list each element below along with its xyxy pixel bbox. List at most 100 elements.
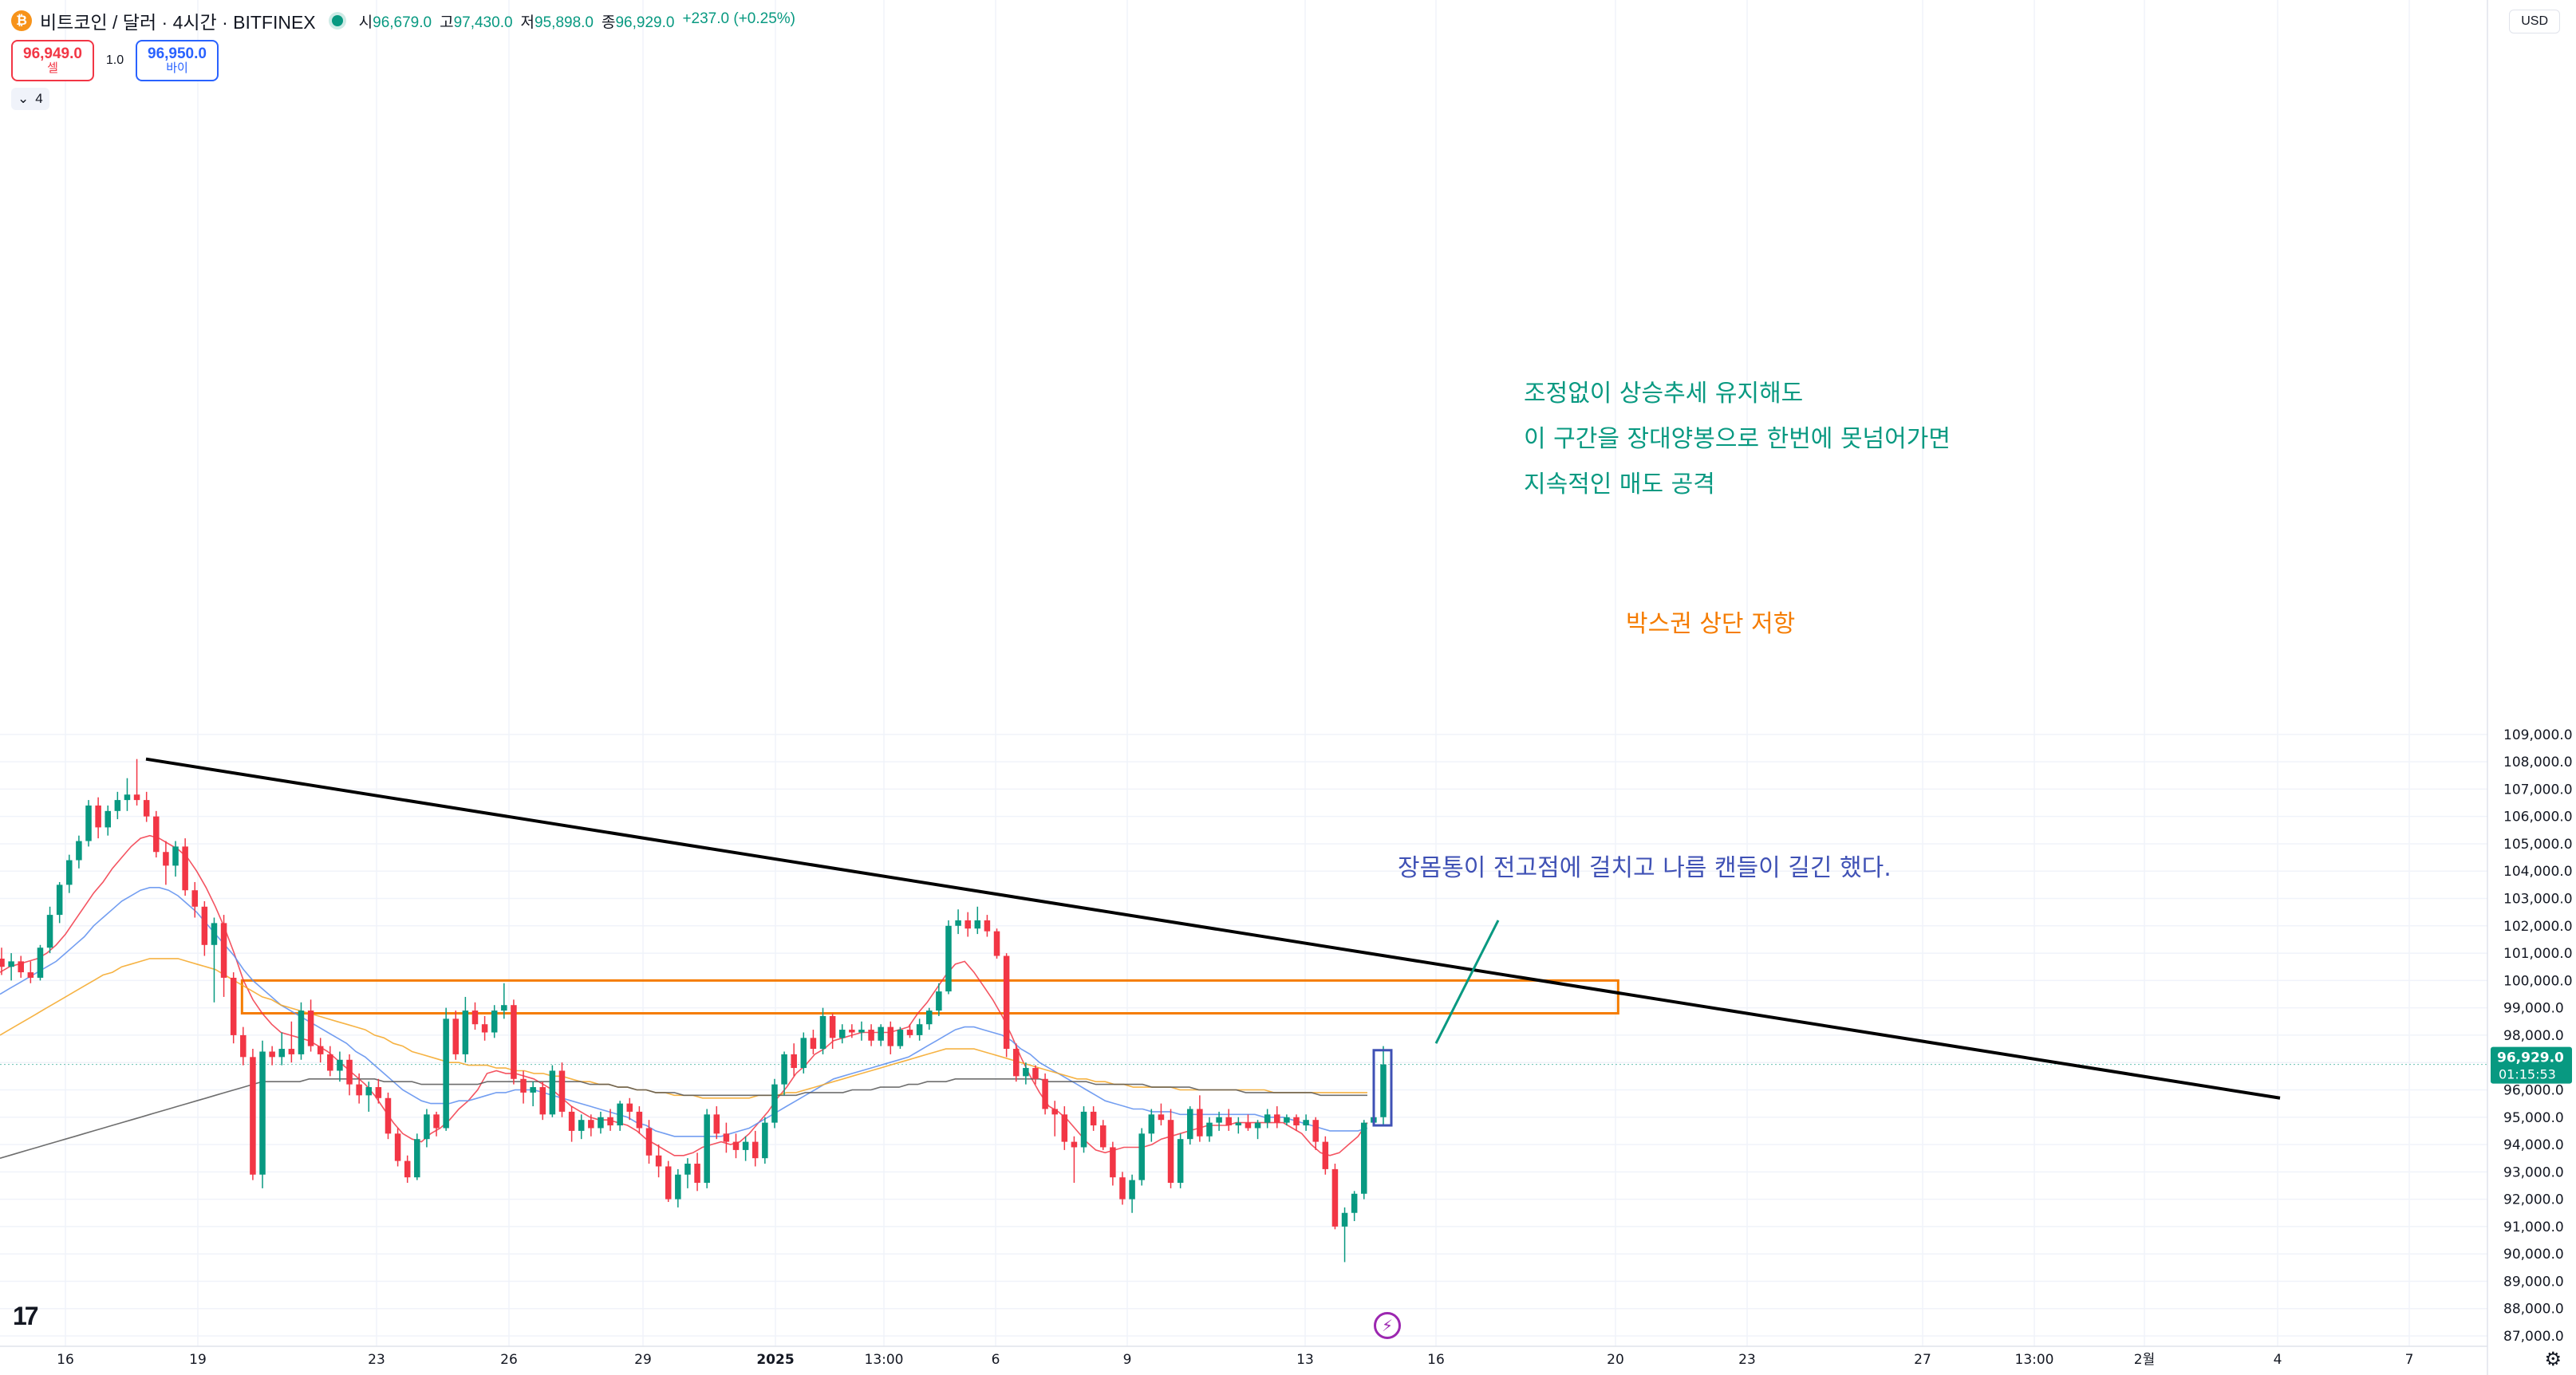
candle[interactable] [230,972,237,1044]
candle[interactable] [1187,1106,1193,1145]
candle[interactable] [375,1078,382,1104]
candle[interactable] [1216,1111,1222,1131]
candle[interactable] [114,791,121,820]
candle[interactable] [849,1024,855,1038]
candle[interactable] [771,1078,778,1129]
candle[interactable] [723,1122,730,1153]
candle[interactable] [945,920,952,995]
candle[interactable] [471,1002,479,1030]
candle-highlight-box[interactable] [1372,1049,1393,1127]
candle[interactable] [955,909,961,935]
candle[interactable] [1322,1136,1329,1175]
candle[interactable] [220,915,227,997]
candle[interactable] [675,1168,681,1208]
candle[interactable] [443,1007,449,1131]
candle[interactable] [298,1002,305,1060]
candle[interactable] [791,1043,797,1077]
candle[interactable] [868,1024,874,1046]
candle[interactable] [1351,1191,1358,1222]
candle[interactable] [501,983,507,1019]
candle[interactable] [1225,1109,1232,1131]
candle[interactable] [1206,1117,1213,1142]
candle[interactable] [558,1062,566,1117]
candle[interactable] [539,1081,546,1121]
candle[interactable] [337,1051,343,1082]
candle[interactable] [549,1065,556,1117]
candle[interactable] [800,1032,807,1074]
currency-selector[interactable]: USD [2509,10,2560,33]
candle[interactable] [211,917,218,1003]
candle[interactable] [878,1024,884,1046]
candle[interactable] [1042,1073,1048,1115]
candle[interactable] [307,999,314,1052]
buy-button[interactable]: 96,950.0 바이 [136,40,219,81]
candle[interactable] [897,1026,904,1050]
candle[interactable] [46,906,53,954]
candle[interactable] [906,1024,913,1038]
candle[interactable] [1341,1207,1348,1263]
candle[interactable] [278,1032,285,1066]
candle[interactable] [124,778,131,811]
indicators-toggle[interactable]: ⌄ 4 [11,88,49,110]
candle[interactable] [37,944,44,981]
candle[interactable] [588,1114,594,1137]
candle[interactable] [18,955,24,978]
candle[interactable] [0,948,5,975]
resistance-box[interactable] [240,979,1619,1015]
candle[interactable] [394,1128,401,1167]
trendline[interactable] [145,757,2281,1100]
candle[interactable] [143,791,150,822]
gear-icon[interactable]: ⚙ [2544,1349,2562,1370]
candle[interactable] [1197,1095,1203,1142]
candle[interactable] [1090,1106,1097,1131]
candle[interactable] [356,1073,362,1104]
candle[interactable] [153,810,160,858]
candle[interactable] [636,1106,643,1134]
candle[interactable] [607,1109,613,1131]
candle[interactable] [1129,1174,1135,1213]
candle[interactable] [598,1111,604,1134]
candle[interactable] [781,1051,787,1096]
candle[interactable] [172,841,179,877]
candle[interactable] [1245,1114,1252,1131]
candle[interactable] [1138,1128,1145,1186]
candle[interactable] [1274,1106,1280,1129]
candle[interactable] [829,1013,836,1050]
candle[interactable] [85,800,92,847]
candle[interactable] [568,1106,575,1142]
candle[interactable] [414,1133,420,1180]
candle[interactable] [1254,1120,1261,1140]
candle[interactable] [1158,1103,1165,1126]
candle[interactable] [1148,1109,1155,1142]
candle[interactable] [1331,1164,1339,1230]
candle[interactable] [645,1120,653,1164]
candle[interactable] [1167,1109,1174,1188]
candle[interactable] [925,1007,933,1030]
candle[interactable] [762,1117,768,1164]
candle[interactable] [433,1111,440,1137]
tradingview-logo-icon[interactable]: 17 [13,1302,39,1330]
candle[interactable] [810,1030,817,1054]
candle[interactable] [819,1007,826,1054]
candle[interactable] [984,915,991,937]
candle[interactable] [1061,1106,1068,1150]
candle[interactable] [250,1049,256,1180]
candle[interactable] [1100,1120,1107,1150]
candle[interactable] [259,1040,266,1188]
symbol-title[interactable]: 비트코인 / 달러 · 4시간 · BITFINEX [40,12,316,33]
sell-button[interactable]: 96,949.0 셀 [11,40,94,81]
candle[interactable] [1312,1117,1319,1150]
candle[interactable] [1284,1114,1290,1126]
candle[interactable] [838,1024,846,1044]
candle[interactable] [1110,1141,1116,1186]
candle[interactable] [133,758,140,806]
candle[interactable] [1051,1101,1058,1137]
candle[interactable] [76,835,82,869]
candle[interactable] [742,1136,749,1161]
candle[interactable] [105,805,111,836]
candle[interactable] [704,1109,710,1188]
candle[interactable] [27,961,34,983]
candle[interactable] [201,900,208,956]
candle[interactable] [578,1114,585,1140]
